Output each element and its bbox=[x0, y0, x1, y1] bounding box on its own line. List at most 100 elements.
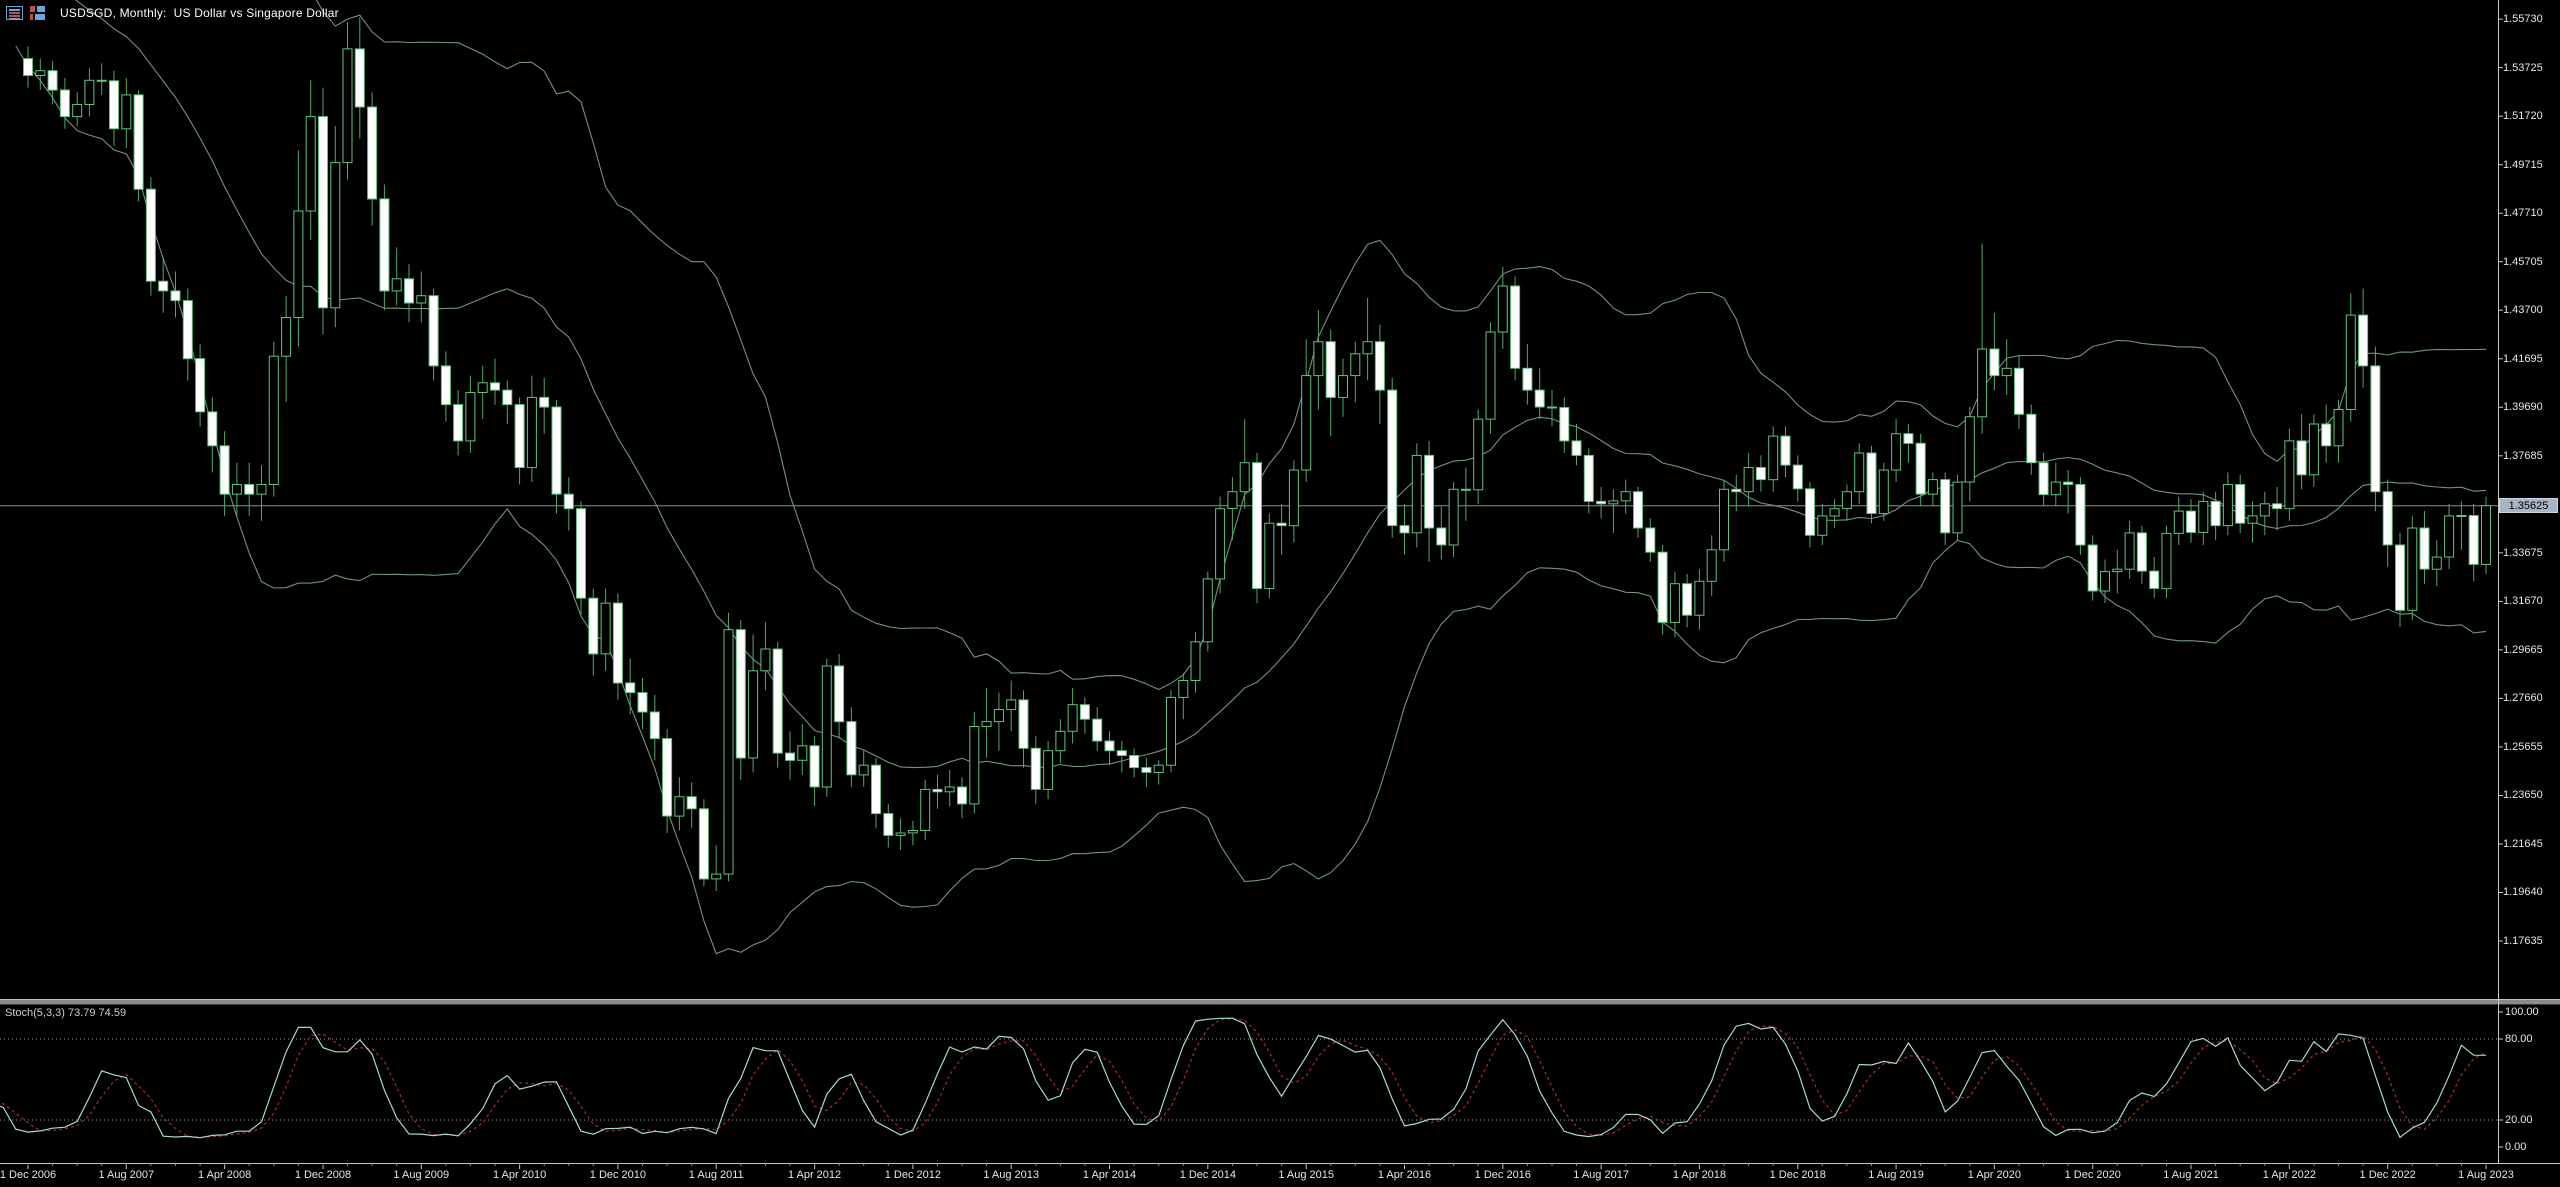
bull-candle bbox=[1153, 764, 1164, 774]
time-axis-label: 1 Apr 2020 bbox=[1967, 1169, 2021, 1181]
bear-candle bbox=[1866, 452, 1877, 514]
bull-candle bbox=[1706, 549, 1717, 582]
bull-candle bbox=[1608, 500, 1619, 505]
bull-candle bbox=[1055, 730, 1066, 752]
bull-candle bbox=[330, 162, 341, 309]
bull-candle bbox=[1817, 515, 1828, 536]
pane-separator[interactable] bbox=[0, 999, 2560, 1005]
bull-candle bbox=[858, 764, 869, 776]
time-axis-label: 1 Dec 2018 bbox=[1769, 1169, 1826, 1181]
bull-candle bbox=[231, 484, 242, 495]
bear-candle bbox=[809, 745, 820, 788]
bear-candle bbox=[1325, 341, 1336, 398]
bear-candle bbox=[440, 365, 451, 406]
time-axis-label: 1 Aug 2017 bbox=[1573, 1169, 1629, 1181]
time-axis-label: 1 Apr 2018 bbox=[1672, 1169, 1727, 1181]
bear-candle bbox=[883, 813, 894, 836]
bear-candle bbox=[2063, 481, 2074, 486]
bear-candle bbox=[2321, 423, 2332, 447]
bear-candle bbox=[1079, 704, 1090, 720]
bear-candle bbox=[2087, 544, 2098, 592]
bear-candle bbox=[2210, 500, 2221, 527]
bear-candle bbox=[2038, 462, 2049, 496]
quotes-table-icon[interactable] bbox=[6, 6, 23, 20]
bull-candle bbox=[1448, 488, 1459, 546]
bear-candle bbox=[1903, 433, 1914, 444]
bear-candle bbox=[1104, 740, 1115, 752]
bull-candle bbox=[281, 317, 292, 357]
bull-candle bbox=[1067, 704, 1078, 732]
bear-candle bbox=[2149, 570, 2160, 589]
bull-candle bbox=[293, 210, 304, 318]
bear-candle bbox=[1116, 750, 1127, 757]
bear-candle bbox=[1252, 462, 1262, 590]
stochastic-pane[interactable] bbox=[0, 1017, 2498, 1139]
bear-candle bbox=[1436, 527, 1447, 546]
bear-candle bbox=[1522, 367, 1533, 391]
price-axis-label: 1.19640 bbox=[2503, 886, 2543, 899]
chart-title: USDSGD, Monthly: US Dollar vs Singapore … bbox=[60, 6, 339, 20]
price-axis-label: 1.51720 bbox=[2503, 110, 2543, 123]
bear-candle bbox=[145, 188, 156, 282]
time-axis-label: 1 Dec 2006 bbox=[0, 1169, 57, 1181]
bear-candle bbox=[1510, 285, 1521, 369]
bear-candle bbox=[404, 278, 414, 304]
stoch-axis-label: 0.00 bbox=[2505, 1141, 2527, 1153]
bear-candle bbox=[2026, 413, 2037, 464]
price-axis-label: 1.53725 bbox=[2503, 61, 2543, 74]
bull-candle bbox=[1006, 699, 1017, 711]
bull-candle bbox=[1841, 491, 1852, 510]
chart-type-icon[interactable] bbox=[29, 6, 46, 20]
bear-candle bbox=[158, 280, 169, 292]
bear-candle bbox=[1731, 488, 1742, 493]
bear-candle bbox=[625, 682, 636, 694]
bear-candle bbox=[244, 484, 255, 495]
bear-candle bbox=[2136, 532, 2147, 572]
bear-candle bbox=[637, 692, 648, 713]
bear-candle bbox=[1030, 747, 1041, 790]
bear-candle bbox=[2382, 491, 2393, 546]
bear-candle bbox=[2272, 503, 2283, 510]
bull-candle bbox=[1497, 285, 1508, 333]
bull-candle bbox=[2112, 568, 2123, 573]
time-axis-label: 1 Apr 2016 bbox=[1377, 1169, 1432, 1181]
bear-candle bbox=[96, 79, 107, 82]
time-axis-label: 1 Dec 2010 bbox=[589, 1169, 647, 1181]
bear-candle bbox=[1755, 467, 1766, 481]
bull-candle bbox=[1878, 469, 1889, 515]
bear-candle bbox=[1940, 479, 1951, 534]
time-axis-label: 1 Apr 2010 bbox=[492, 1169, 547, 1181]
bull-candle bbox=[2161, 532, 2172, 590]
bear-candle bbox=[2395, 544, 2405, 611]
bear-candle bbox=[1534, 389, 1545, 408]
main-price-pane[interactable] bbox=[0, 0, 2498, 955]
bear-candle bbox=[1276, 522, 1287, 527]
bull-candle bbox=[2444, 515, 2455, 558]
bull-candle bbox=[1043, 750, 1054, 790]
bull-candle bbox=[1301, 375, 1312, 471]
time-axis-label: 1 Dec 2022 bbox=[2359, 1169, 2416, 1181]
bear-candle bbox=[453, 404, 464, 442]
bear-candle bbox=[2358, 314, 2369, 367]
bull-candle bbox=[1485, 331, 1496, 420]
time-axis-label: 1 Aug 2019 bbox=[1868, 1169, 1924, 1181]
bear-candle bbox=[1571, 440, 1582, 456]
bear-candle bbox=[59, 89, 70, 118]
price-axis-label: 1.49715 bbox=[2503, 158, 2543, 171]
bear-candle bbox=[2370, 365, 2381, 493]
bull-candle bbox=[2308, 423, 2319, 476]
bear-candle bbox=[1129, 755, 1140, 769]
time-axis-label: 1 Aug 2023 bbox=[2458, 1169, 2514, 1181]
bear-candle bbox=[2296, 440, 2307, 476]
bull-candle bbox=[2345, 314, 2356, 411]
bull-candle bbox=[2247, 515, 2258, 524]
bear-candle bbox=[1596, 500, 1607, 505]
bull-candle bbox=[1768, 435, 1779, 481]
bear-candle bbox=[182, 300, 193, 360]
bull-candle bbox=[993, 709, 1004, 723]
bull-candle bbox=[1694, 580, 1705, 616]
bear-candle bbox=[698, 808, 709, 880]
price-axis-label: 1.47710 bbox=[2503, 207, 2543, 220]
time-axis-label: 1 Dec 2008 bbox=[294, 1169, 352, 1181]
